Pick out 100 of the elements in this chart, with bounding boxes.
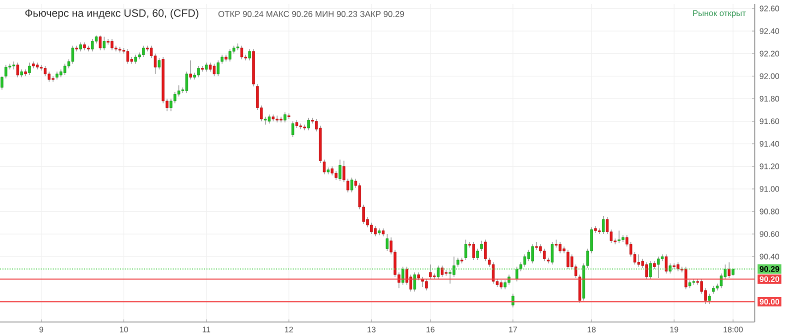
chart-title: Фьючерс на индекс USD, 60, (CFD) — [25, 9, 198, 19]
candlestick — [284, 112, 286, 123]
candlestick — [334, 170, 338, 180]
x-tick-label: 18:00 — [724, 326, 743, 332]
candlestick — [531, 244, 534, 264]
candlestick — [346, 178, 350, 193]
candlestick — [425, 278, 428, 291]
candlestick — [102, 36, 106, 51]
candlestick — [98, 35, 102, 51]
candlestick — [452, 256, 456, 278]
x-tick-label: 13 — [368, 326, 376, 332]
x-tick-label: 11 — [202, 326, 210, 332]
candlestick — [386, 234, 389, 252]
candlestick — [71, 45, 74, 64]
candlestick — [63, 63, 66, 76]
ref-line-label: 90.00 — [760, 298, 780, 305]
candlestick — [322, 159, 326, 175]
candlestick — [649, 260, 652, 280]
candlestick — [374, 226, 377, 237]
candlestick — [52, 76, 54, 82]
candlestick — [664, 254, 668, 274]
candlestick — [48, 71, 51, 82]
y-tick-label: 92.00 — [760, 73, 780, 80]
ref-line-label: 90.29 — [760, 266, 780, 272]
candlestick — [472, 242, 476, 260]
candlestick — [174, 92, 176, 104]
y-tick-label: 91.00 — [760, 186, 780, 192]
x-tick-label: 10 — [120, 326, 128, 332]
y-tick-label: 92.20 — [760, 50, 780, 56]
candlestick — [436, 265, 440, 280]
candlestick — [197, 66, 200, 78]
candlestick — [515, 266, 518, 282]
candlestick — [543, 248, 546, 262]
candlestick — [228, 48, 232, 62]
y-tick-label: 90.40 — [760, 254, 780, 260]
candlestick — [126, 48, 130, 64]
candlestick — [550, 242, 554, 265]
y-tick-label: 92.40 — [760, 28, 780, 34]
y-tick-label: 91.40 — [760, 141, 780, 147]
ref-line-label: 90.20 — [760, 276, 780, 282]
candlestick — [618, 230, 620, 244]
candlestick — [708, 293, 711, 304]
candlestick — [170, 98, 172, 112]
candlestick — [142, 45, 145, 58]
candlestick — [728, 262, 730, 278]
candlestick — [656, 256, 660, 278]
candlestick — [440, 265, 444, 278]
candlestick — [28, 62, 31, 76]
candlestick — [492, 262, 495, 284]
y-tick-label: 91.20 — [760, 164, 780, 170]
candlestick — [484, 239, 487, 262]
candlestick — [90, 38, 94, 52]
annotation: ОТКР 90.24 МАКС 90.26 МИН 90.23 ЗАКР 90.29 — [218, 11, 404, 17]
candlestick — [330, 166, 334, 176]
candlestick — [185, 71, 188, 94]
candlestick — [216, 60, 220, 77]
candlestick — [402, 266, 404, 286]
candlestick — [338, 159, 342, 182]
candlestick — [87, 45, 90, 52]
candlestick — [645, 262, 648, 280]
x-tick-label: 9 — [39, 326, 44, 332]
candlestick — [523, 254, 526, 268]
candlestick — [504, 280, 506, 290]
candlestick — [448, 270, 452, 284]
candlestick — [280, 116, 282, 123]
candlestick — [602, 216, 605, 234]
candlestick — [527, 249, 530, 262]
x-tick-label: 19 — [670, 326, 678, 332]
candlestick — [637, 254, 640, 268]
candlestick — [413, 272, 416, 292]
candlestick — [0, 76, 4, 90]
candlestick — [268, 114, 271, 124]
candlestick — [248, 48, 251, 61]
candlestick — [240, 45, 244, 60]
candlestick — [208, 62, 212, 72]
candlestick — [204, 62, 208, 72]
candlestick — [16, 62, 20, 78]
candlestick — [201, 66, 204, 72]
candlestick — [291, 120, 294, 138]
candlestick — [566, 249, 570, 270]
x-tick-label: 17 — [509, 326, 517, 332]
candlestick — [464, 239, 468, 260]
annotation: Рынок открыт — [693, 10, 746, 18]
candlestick — [558, 242, 562, 254]
candlestick — [684, 266, 688, 290]
candlestick — [114, 45, 118, 52]
y-tick-label: 90.60 — [760, 231, 780, 237]
candlestick — [456, 257, 460, 268]
candlestick — [134, 54, 137, 64]
y-tick-label: 91.60 — [760, 118, 780, 124]
candlestick — [578, 274, 582, 304]
y-tick-label: 92.60 — [760, 6, 780, 12]
candlestick — [500, 280, 503, 290]
candlestick — [158, 58, 161, 70]
x-tick-label: 18 — [588, 326, 596, 332]
candlestick — [44, 66, 47, 77]
candlestick — [220, 54, 224, 64]
x-tick-label: 16 — [426, 326, 434, 332]
candlestick — [535, 242, 538, 250]
candlestick — [350, 177, 354, 193]
